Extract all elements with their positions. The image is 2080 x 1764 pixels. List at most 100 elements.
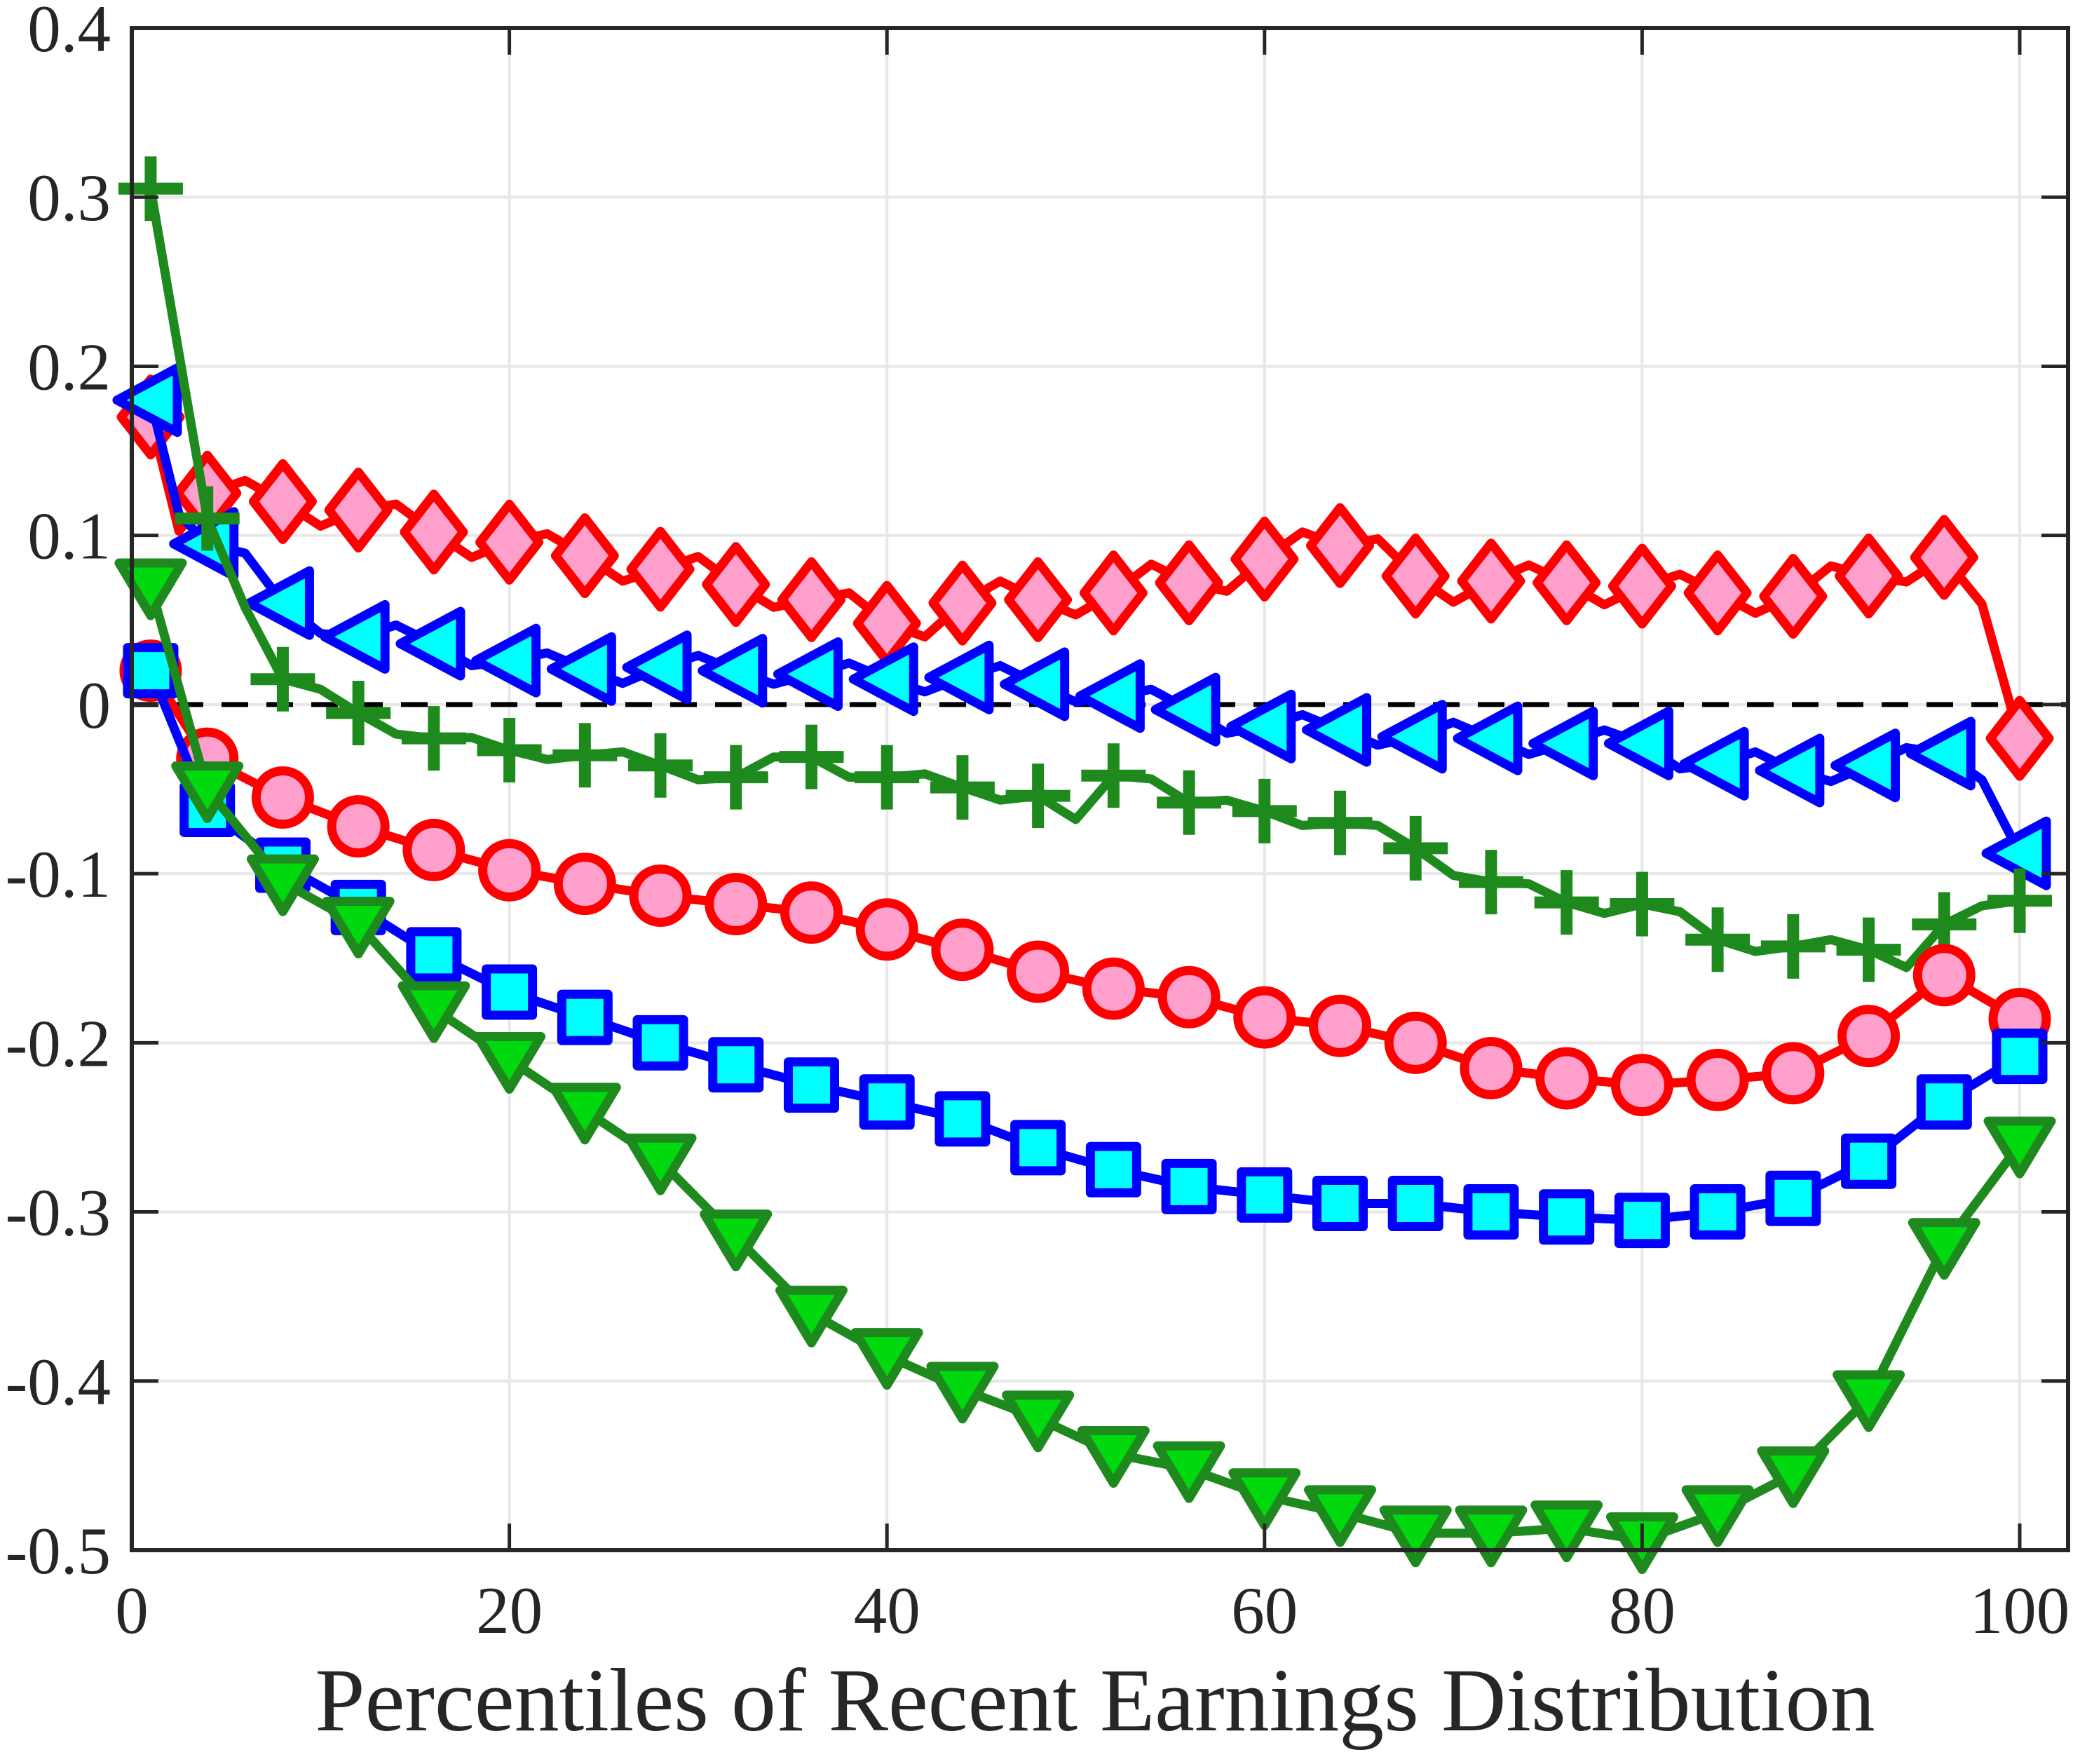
triangle-down-marker <box>114 558 187 620</box>
circle-marker <box>855 898 918 961</box>
triangle-left-marker <box>395 606 465 681</box>
triangle-left-marker <box>1226 689 1296 764</box>
square-marker <box>708 1037 764 1093</box>
square-marker <box>1085 1141 1141 1198</box>
square-marker <box>482 964 538 1020</box>
diamond-marker <box>1683 550 1752 636</box>
series-green-plus <box>118 156 2052 982</box>
triangle-down-marker <box>397 981 470 1043</box>
y-tick-label: -0.2 <box>6 1006 111 1080</box>
triangle-left-marker <box>773 637 843 711</box>
circle-marker <box>1535 1047 1598 1110</box>
triangle-left-marker <box>112 363 182 437</box>
circle-marker <box>1082 957 1145 1020</box>
diamond-marker <box>626 527 695 612</box>
y-tick-label: 0 <box>78 668 111 742</box>
triangle-down-marker <box>1379 1505 1452 1568</box>
triangle-left-marker <box>1453 701 1523 775</box>
x-tick-label: 40 <box>854 1573 920 1648</box>
triangle-left-marker <box>1302 693 1372 767</box>
circle-marker <box>327 795 390 858</box>
triangle-left-marker <box>1905 717 1976 791</box>
circle-marker <box>1762 1042 1825 1105</box>
diamond-marker <box>1759 554 1828 639</box>
circle-marker <box>1007 940 1070 1003</box>
circle-marker <box>1309 994 1372 1057</box>
triangle-down-marker <box>322 896 395 958</box>
triangle-down-marker <box>246 854 319 916</box>
square-marker <box>1765 1170 1821 1226</box>
x-tick-label: 80 <box>1609 1573 1675 1648</box>
triangle-down-marker <box>1983 1116 2056 1179</box>
diamond-marker <box>702 542 770 627</box>
circle-marker <box>1233 986 1296 1049</box>
diamond-marker <box>248 459 317 544</box>
x-tick-label: 0 <box>115 1573 149 1648</box>
tick-label-layer: 0 20 40 60 80 100 0.4 0.3 0.2 0.1 0 -0.1 -0.2 -0.3 -0.… <box>6 0 2070 1648</box>
y-tick-label: -0.5 <box>6 1514 111 1588</box>
y-tick-label: -0.3 <box>6 1176 111 1250</box>
axes-box <box>130 26 2070 1552</box>
triangle-down-marker <box>1530 1500 1603 1563</box>
square-marker <box>934 1091 991 1147</box>
circle-marker <box>1157 965 1221 1029</box>
circle-marker <box>1912 944 1976 1007</box>
diamond-marker <box>1079 550 1148 636</box>
triangle-down-marker <box>700 1209 773 1272</box>
triangle-left-marker <box>1377 700 1447 774</box>
triangle-down-marker <box>1153 1441 1225 1503</box>
y-tick-label: 0.4 <box>27 0 111 66</box>
diamond-marker <box>1835 534 1903 619</box>
square-marker <box>557 989 613 1045</box>
series-green-down-triangle <box>114 558 2056 1575</box>
diamond-marker <box>777 557 845 642</box>
square-marker <box>632 1015 688 1071</box>
triangle-down-marker <box>1908 1218 1980 1280</box>
triangle-left-marker <box>698 634 768 708</box>
diamond-marker <box>1532 540 1601 625</box>
circle-marker <box>1610 1054 1673 1117</box>
triangle-down-marker <box>624 1133 697 1195</box>
series-red-diamond <box>116 374 2054 781</box>
triangle-down-marker <box>1304 1485 1377 1547</box>
diamond-marker <box>550 513 619 599</box>
square-marker <box>859 1074 915 1130</box>
circle-marker <box>705 873 768 936</box>
circle-marker <box>478 839 541 902</box>
square-marker <box>1841 1133 1897 1189</box>
diamond-marker <box>1607 543 1676 629</box>
square-marker <box>1690 1184 1746 1240</box>
square-marker <box>1237 1167 1293 1223</box>
triangle-left-marker <box>1755 733 1825 808</box>
circle-marker <box>251 766 314 829</box>
triangle-left-marker <box>1000 647 1070 721</box>
y-tick-label: 0.3 <box>27 161 111 235</box>
diamond-marker <box>324 467 393 552</box>
circle-marker <box>1460 1037 1523 1100</box>
square-marker <box>1539 1189 1595 1245</box>
triangle-left-marker <box>244 566 314 640</box>
triangle-left-marker <box>320 599 390 674</box>
y-tick-label: -0.4 <box>6 1345 111 1419</box>
x-axis-label: Percentiles of Recent Earnings Distribut… <box>315 1650 1875 1750</box>
triangle-left-marker <box>1830 728 1901 803</box>
triangle-down-marker <box>775 1285 848 1348</box>
y-tick-label: -0.1 <box>6 837 111 911</box>
x-tick-label: 100 <box>1970 1573 2070 1648</box>
square-marker <box>783 1057 839 1113</box>
triangle-left-marker <box>622 630 692 705</box>
circle-marker <box>629 864 692 927</box>
triangle-down-marker <box>171 761 244 823</box>
series-layer <box>112 156 2056 1575</box>
triangle-down-marker <box>850 1328 923 1390</box>
square-marker <box>1010 1120 1066 1176</box>
x-tick-label: 60 <box>1231 1573 1298 1648</box>
square-marker <box>1161 1158 1217 1214</box>
circle-marker <box>1384 1011 1447 1074</box>
square-marker <box>406 927 462 983</box>
triangle-down-marker <box>1002 1390 1075 1453</box>
triangle-left-marker <box>1603 706 1673 780</box>
square-marker <box>1916 1074 1972 1130</box>
